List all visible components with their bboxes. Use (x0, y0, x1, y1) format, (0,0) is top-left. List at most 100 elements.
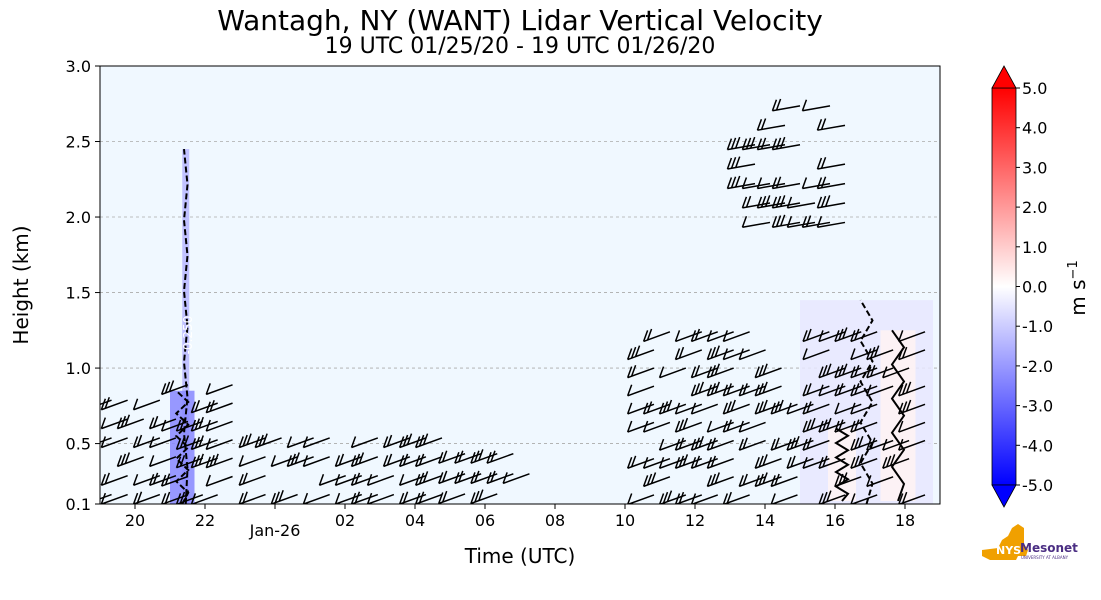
wind-barb-flag (190, 438, 197, 450)
wind-barb-flag (802, 348, 808, 360)
wind-barb-shaft (133, 493, 161, 504)
wind-barb-flag (882, 438, 888, 451)
wind-barb (148, 415, 177, 430)
wind-barb-flag (662, 401, 669, 413)
wind-barb-shaft (742, 202, 771, 209)
wind-barb-flag (870, 346, 876, 359)
wind-barb-shaft (399, 437, 427, 449)
wind-barb-shaft (176, 420, 204, 432)
wind-barb (398, 491, 427, 504)
wind-barb-flag (100, 417, 107, 429)
wind-barb (350, 472, 379, 486)
wind-barb-flag (802, 330, 808, 342)
wind-barb-flag (634, 345, 641, 357)
wind-barb-flag (790, 437, 796, 449)
wind-barb-shaft (643, 421, 671, 433)
wind-barb (470, 489, 498, 504)
wind-barb-shaft (454, 473, 482, 485)
plot-background (100, 66, 940, 504)
wind-barb (382, 453, 411, 468)
wind-barb (205, 383, 233, 396)
wind-barb-flag (334, 492, 341, 504)
wind-barb-shaft (675, 457, 703, 469)
wind-barb-flag (478, 449, 484, 461)
colorbar: 5.0 4.0 3.0 2.0 1.0 0.0 -1.0 -2.0 -3.0 -4.0 -5.0 m … (991, 65, 1090, 508)
wind-barb-flag (786, 438, 792, 451)
wind-barb (756, 177, 786, 190)
wind-barb-shaft (176, 494, 204, 504)
wind-barb-flag (734, 156, 741, 168)
wind-barb-shaft (161, 420, 189, 432)
wind-barb-flag (854, 455, 860, 468)
wind-barb-flag (89, 397, 93, 408)
wind-barb (438, 490, 466, 504)
wind-barb-flag (801, 177, 808, 189)
wind-barb-flag (398, 436, 405, 448)
wind-barb (801, 99, 831, 112)
wind-barb (350, 491, 379, 504)
wind-barb-flag (710, 455, 717, 468)
wind-barb-flag (458, 470, 464, 483)
wind-barb (626, 364, 655, 379)
wind-barb-flag (898, 493, 904, 504)
wind-barb-flag (270, 455, 276, 467)
wind-barb-shaft (399, 474, 427, 486)
wind-barb-flag (770, 438, 776, 451)
wind-barb-flag (758, 401, 764, 413)
wind-barb-shaft (133, 399, 161, 411)
wind-barb (148, 436, 177, 449)
wind-barb-flag (756, 118, 763, 131)
wind-barb (741, 216, 771, 229)
wind-barb-flag (478, 489, 484, 501)
wind-barb-flag (242, 434, 248, 447)
wind-barb-shaft (850, 403, 878, 415)
velocity-region-positive (880, 330, 916, 501)
wind-barb (470, 449, 498, 464)
wind-barb (801, 215, 831, 229)
wind-barb-shaft (707, 476, 734, 488)
wind-barb-flag (870, 437, 876, 449)
wind-barb-flag (85, 436, 89, 447)
wind-barb-shaft (205, 402, 233, 414)
wind-barb-shaft (454, 452, 482, 464)
wind-barb-flag (710, 437, 717, 449)
wind-barb-shaft (303, 493, 330, 504)
wind-barb (850, 419, 878, 433)
wind-barb-flag (642, 457, 649, 469)
x-tick-label: 06 (475, 511, 495, 530)
wind-barb-flag (205, 456, 211, 468)
wind-barb-shaft (627, 385, 655, 397)
wind-barb-flag (678, 419, 685, 431)
wind-barb-flag (213, 453, 219, 466)
wind-barb-flag (694, 364, 701, 377)
wind-barb-flag (642, 402, 649, 415)
wind-barb-flag (774, 401, 780, 413)
wind-barb (882, 438, 910, 451)
wind-barb-flag (209, 400, 215, 412)
wind-barb-flag (706, 420, 713, 433)
wind-barb-flag (754, 384, 760, 397)
wind-barb-shaft (818, 494, 846, 504)
wind-barb-flag (760, 195, 767, 208)
wind-barb-flag (866, 348, 872, 360)
wind-barb-flag (758, 455, 764, 468)
wind-barb (175, 435, 204, 451)
wind-barb-flag (722, 384, 729, 397)
wind-barb-flag (730, 157, 737, 169)
wind-barb-flag (898, 420, 904, 433)
wind-barb (175, 490, 204, 504)
wind-barb-flag (754, 457, 760, 469)
wind-barb (850, 348, 878, 361)
wind-barb-shaft (691, 494, 719, 504)
wind-barb-flag (438, 492, 444, 504)
wind-barb-flag (630, 364, 637, 377)
wind-barb-shaft (238, 493, 266, 504)
wind-barb-shaft (786, 403, 814, 415)
wind-barb-shaft (254, 437, 282, 449)
x-tick-label: 14 (755, 511, 775, 530)
wind-barb-flag (690, 438, 697, 451)
y-tick-label: 0.1 (66, 495, 91, 514)
wind-barb (818, 384, 846, 397)
wind-barb-shaft (739, 476, 766, 488)
wind-barb-shaft (802, 439, 830, 451)
